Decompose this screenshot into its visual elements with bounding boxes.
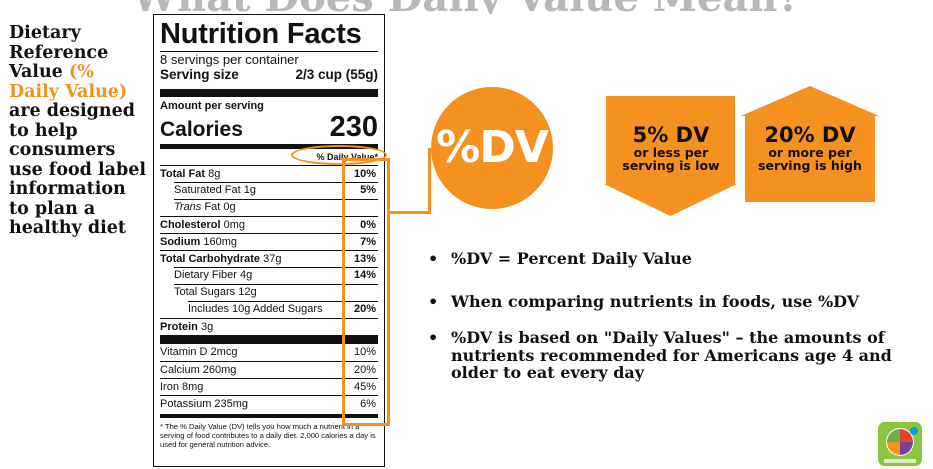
bullet-list: %DV = Percent Daily Value When comparing… (428, 250, 908, 382)
serving-size-label: Serving size (160, 67, 239, 82)
dv-circle: %DV (431, 87, 553, 209)
nutrient-row: Total Fat 8g 10% (160, 165, 378, 182)
label-footnote: * The % Daily Value (DV) tells you how m… (160, 414, 378, 449)
serving-size-value: 2/3 cup (55g) (295, 67, 378, 82)
nutrient-row: Sodium 160mg 7% (160, 233, 378, 250)
myplate-logo-icon (878, 422, 922, 466)
vitamin-row: Vitamin D 2mcg 10% (160, 346, 376, 358)
arrow-down-label: 5% DV or less per serving is low (622, 123, 720, 173)
intro-line2: are designed to help consumers use food … (9, 101, 147, 238)
arrow-up-icon (741, 86, 879, 202)
calories-label: Calories (160, 118, 243, 141)
bullet-item: %DV is based on "Daily Values" – the amo… (428, 329, 908, 382)
intro-highlight: (% Daily Value) (9, 62, 128, 102)
nutrient-row: Saturated Fat 1g 5% (160, 182, 378, 199)
bullet-item: When comparing nutrients in foods, use %… (428, 292, 908, 311)
calories-value: 230 (329, 111, 378, 143)
nutrient-row: Cholesterol 0mg 0% (160, 216, 378, 233)
serving-size-row: Serving size 2/3 cup (55g) (160, 67, 378, 83)
dv-column-highlight (342, 158, 390, 426)
slide-title: What Does Daily Value Mean? (0, 0, 933, 14)
vitamin-row: Iron 8mg 45% (160, 378, 378, 395)
nutrient-row: Includes 10g Added Sugars 20% (160, 301, 378, 318)
arrow-up-label: 20% DV or more per serving is high (758, 123, 862, 173)
connector-line (390, 211, 430, 214)
calories-row: Calories 230 (160, 112, 378, 142)
nutrition-facts-label: Nutrition Facts 8 servings per container… (153, 14, 385, 467)
vitamin-row: Potassium 235mg 6% (160, 395, 378, 412)
intro-line1: Dietary Reference Value (9, 23, 109, 82)
nutrient-row: Protein 3g (160, 318, 378, 335)
vitamin-row: Calcium 260mg 20% (160, 361, 378, 378)
amount-per-serving: Amount per serving (160, 100, 264, 112)
dv-circle-label: %DV (436, 122, 549, 173)
nutrient-row: Trans Fat 0g (160, 199, 378, 216)
intro-text: Dietary Reference Value (% Daily Value) … (9, 23, 149, 239)
nutrient-row: Total Carbohydrate 37g 13% (160, 250, 378, 267)
connector-line (428, 148, 431, 214)
bullet-item: %DV = Percent Daily Value (428, 250, 908, 268)
servings-per-container: 8 servings per container (160, 52, 299, 67)
arrow-down-icon (604, 96, 737, 216)
nutrient-row: Total Sugars 12g (160, 284, 378, 301)
nutrient-row: Dietary Fiber 4g 14% (160, 267, 378, 284)
nutrition-facts-title: Nutrition Facts (160, 18, 362, 50)
dv-header-highlight (291, 145, 387, 165)
